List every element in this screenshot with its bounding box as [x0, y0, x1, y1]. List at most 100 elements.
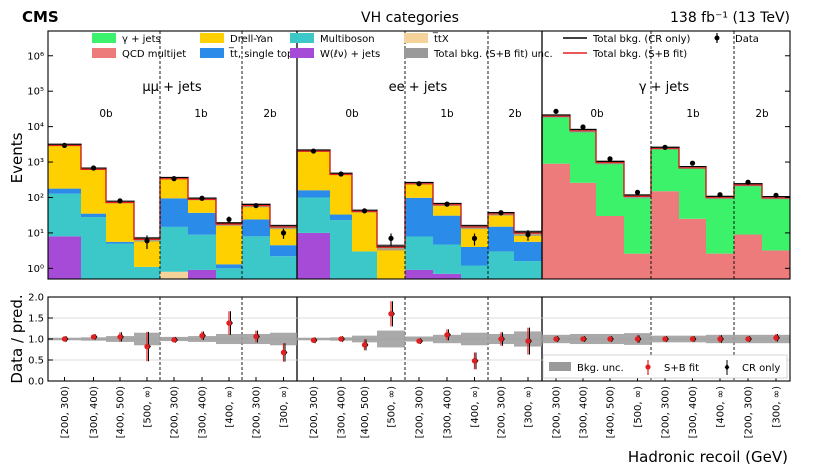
- x-tick-label: [200, 300): [252, 386, 263, 438]
- x-tick-label: [300, 400): [579, 386, 590, 438]
- data-point: [199, 195, 205, 201]
- y-tick-label: 10⁵: [27, 87, 44, 98]
- data-point: [61, 142, 68, 149]
- stack-bar-segment: [81, 217, 106, 279]
- stack-bar-segment: [405, 183, 433, 198]
- legend-swatch: [200, 33, 224, 43]
- stack-bar-segment: [461, 247, 488, 266]
- stack-bar-segment: [216, 223, 242, 265]
- ratio-sb-point: [471, 358, 478, 364]
- y-tick-label: 10⁴: [27, 122, 44, 133]
- ratio-sb-point: [580, 336, 586, 342]
- bjet-label: 0b: [99, 108, 113, 120]
- data-point: [226, 216, 232, 223]
- legend-label: Multiboson: [320, 34, 375, 45]
- ratio-legend-box: [542, 354, 788, 379]
- x-tick-label: [300, 400): [89, 386, 100, 438]
- ratio-sb-point: [745, 336, 751, 342]
- ratio-sb-point: [280, 349, 287, 356]
- ratio-uncertainty-band: [216, 333, 242, 345]
- stack-bar-segment: [679, 167, 706, 219]
- data-point: [280, 230, 287, 236]
- stack-bar-segment: [706, 197, 734, 254]
- stack-bar-segment: [48, 236, 81, 279]
- stack-bar-segment: [542, 163, 570, 279]
- legend-label: t̅tX: [432, 32, 449, 45]
- stack-bar-segment: [405, 197, 433, 237]
- ratio-sb-point: [689, 336, 696, 342]
- stack-bar-segment: [762, 197, 790, 251]
- ratio-sb-point: [525, 338, 531, 344]
- x-tick-label: [200, 300): [552, 386, 563, 438]
- x-tick-label: [400, 500): [116, 386, 127, 438]
- ratio-sb-point: [444, 332, 450, 338]
- stack-bar-segment: [514, 261, 542, 279]
- legend-label: QCD multijet: [122, 49, 186, 60]
- ratio-sb-point: [361, 342, 368, 348]
- stack-bar-segment: [488, 251, 514, 279]
- stack-bar-segment: [461, 265, 488, 279]
- stack-bar-segment: [488, 213, 514, 227]
- stack-bar-segment: [514, 241, 542, 262]
- bjet-label: 0b: [590, 108, 604, 120]
- x-tick-label: [300, 400): [443, 386, 454, 438]
- bjet-label: 2b: [755, 108, 769, 120]
- data-point: [253, 202, 259, 209]
- bjet-label: 1b: [194, 108, 208, 120]
- data-point: [444, 201, 450, 207]
- x-tick-label: [300, ∞): [524, 386, 535, 428]
- x-tick-label: [500, ∞): [387, 386, 398, 428]
- y-tick-label: 10³: [27, 158, 44, 169]
- ratio-sb-point: [226, 320, 232, 326]
- ratio-sb-point: [144, 343, 150, 350]
- data-point: [717, 192, 723, 198]
- stack-bar-segment: [405, 269, 433, 279]
- stack-bar-segment: [405, 236, 433, 270]
- x-tick-label: [200, 300): [744, 386, 755, 438]
- x-tick-label: [200, 300): [170, 386, 181, 438]
- data-point: [416, 181, 422, 187]
- data-point: [361, 208, 368, 214]
- stack-bar-segment: [81, 169, 106, 214]
- legend-label: γ + jets: [122, 34, 161, 45]
- legend-swatch: [290, 48, 314, 58]
- stack-bar-segment: [48, 193, 81, 237]
- stack-bar-segment: [188, 199, 216, 213]
- bjet-label: 0b: [345, 108, 359, 120]
- stack-bar-segment: [570, 182, 596, 279]
- stack-bar-segment: [570, 130, 596, 183]
- legend-label: Drell-Yan: [230, 34, 273, 45]
- stack-bar-segment: [160, 271, 188, 279]
- y-tick-label: 10²: [27, 193, 44, 204]
- ratio-sb-point: [388, 311, 394, 317]
- ratio-legend-cr-swatch: [724, 364, 730, 371]
- stack-bar-segment: [734, 234, 762, 279]
- x-tick-label: [200, 300): [497, 386, 508, 438]
- x-tick-label: [400, ∞): [716, 386, 727, 428]
- x-axis-label: Hadronic recoil (GeV): [628, 448, 788, 466]
- data-point: [388, 235, 394, 241]
- ratio-sb-point: [773, 335, 779, 341]
- stack-bar-segment: [651, 191, 679, 279]
- x-tick-label: [400, 500): [606, 386, 617, 438]
- stack-bar-segment: [48, 145, 81, 189]
- stack-bar-segment: [377, 247, 405, 279]
- legend-label: W(ℓν) + jets: [320, 49, 380, 60]
- legend-label: Data: [735, 34, 759, 45]
- stack-bar-segment: [352, 251, 377, 279]
- stack-bar-segment: [706, 253, 734, 279]
- ratio-tick-label: 1.0: [28, 335, 44, 346]
- stack-bar-segment: [330, 220, 352, 279]
- ratio-sb-point: [662, 336, 668, 342]
- stack-bar-segment: [188, 212, 216, 235]
- stack-bar-segment: [160, 226, 188, 272]
- x-tick-label: [300, 400): [337, 386, 348, 438]
- stack-bar-segment: [330, 214, 352, 221]
- luminosity-label: 138 fb⁻¹ (13 TeV): [670, 10, 790, 26]
- legend-swatch: [92, 33, 116, 43]
- legend-label: t̅t, single top: [228, 47, 293, 60]
- region-label: ee + jets: [389, 80, 448, 95]
- legend-swatch: [290, 33, 314, 43]
- stack-bar-segment: [352, 211, 377, 252]
